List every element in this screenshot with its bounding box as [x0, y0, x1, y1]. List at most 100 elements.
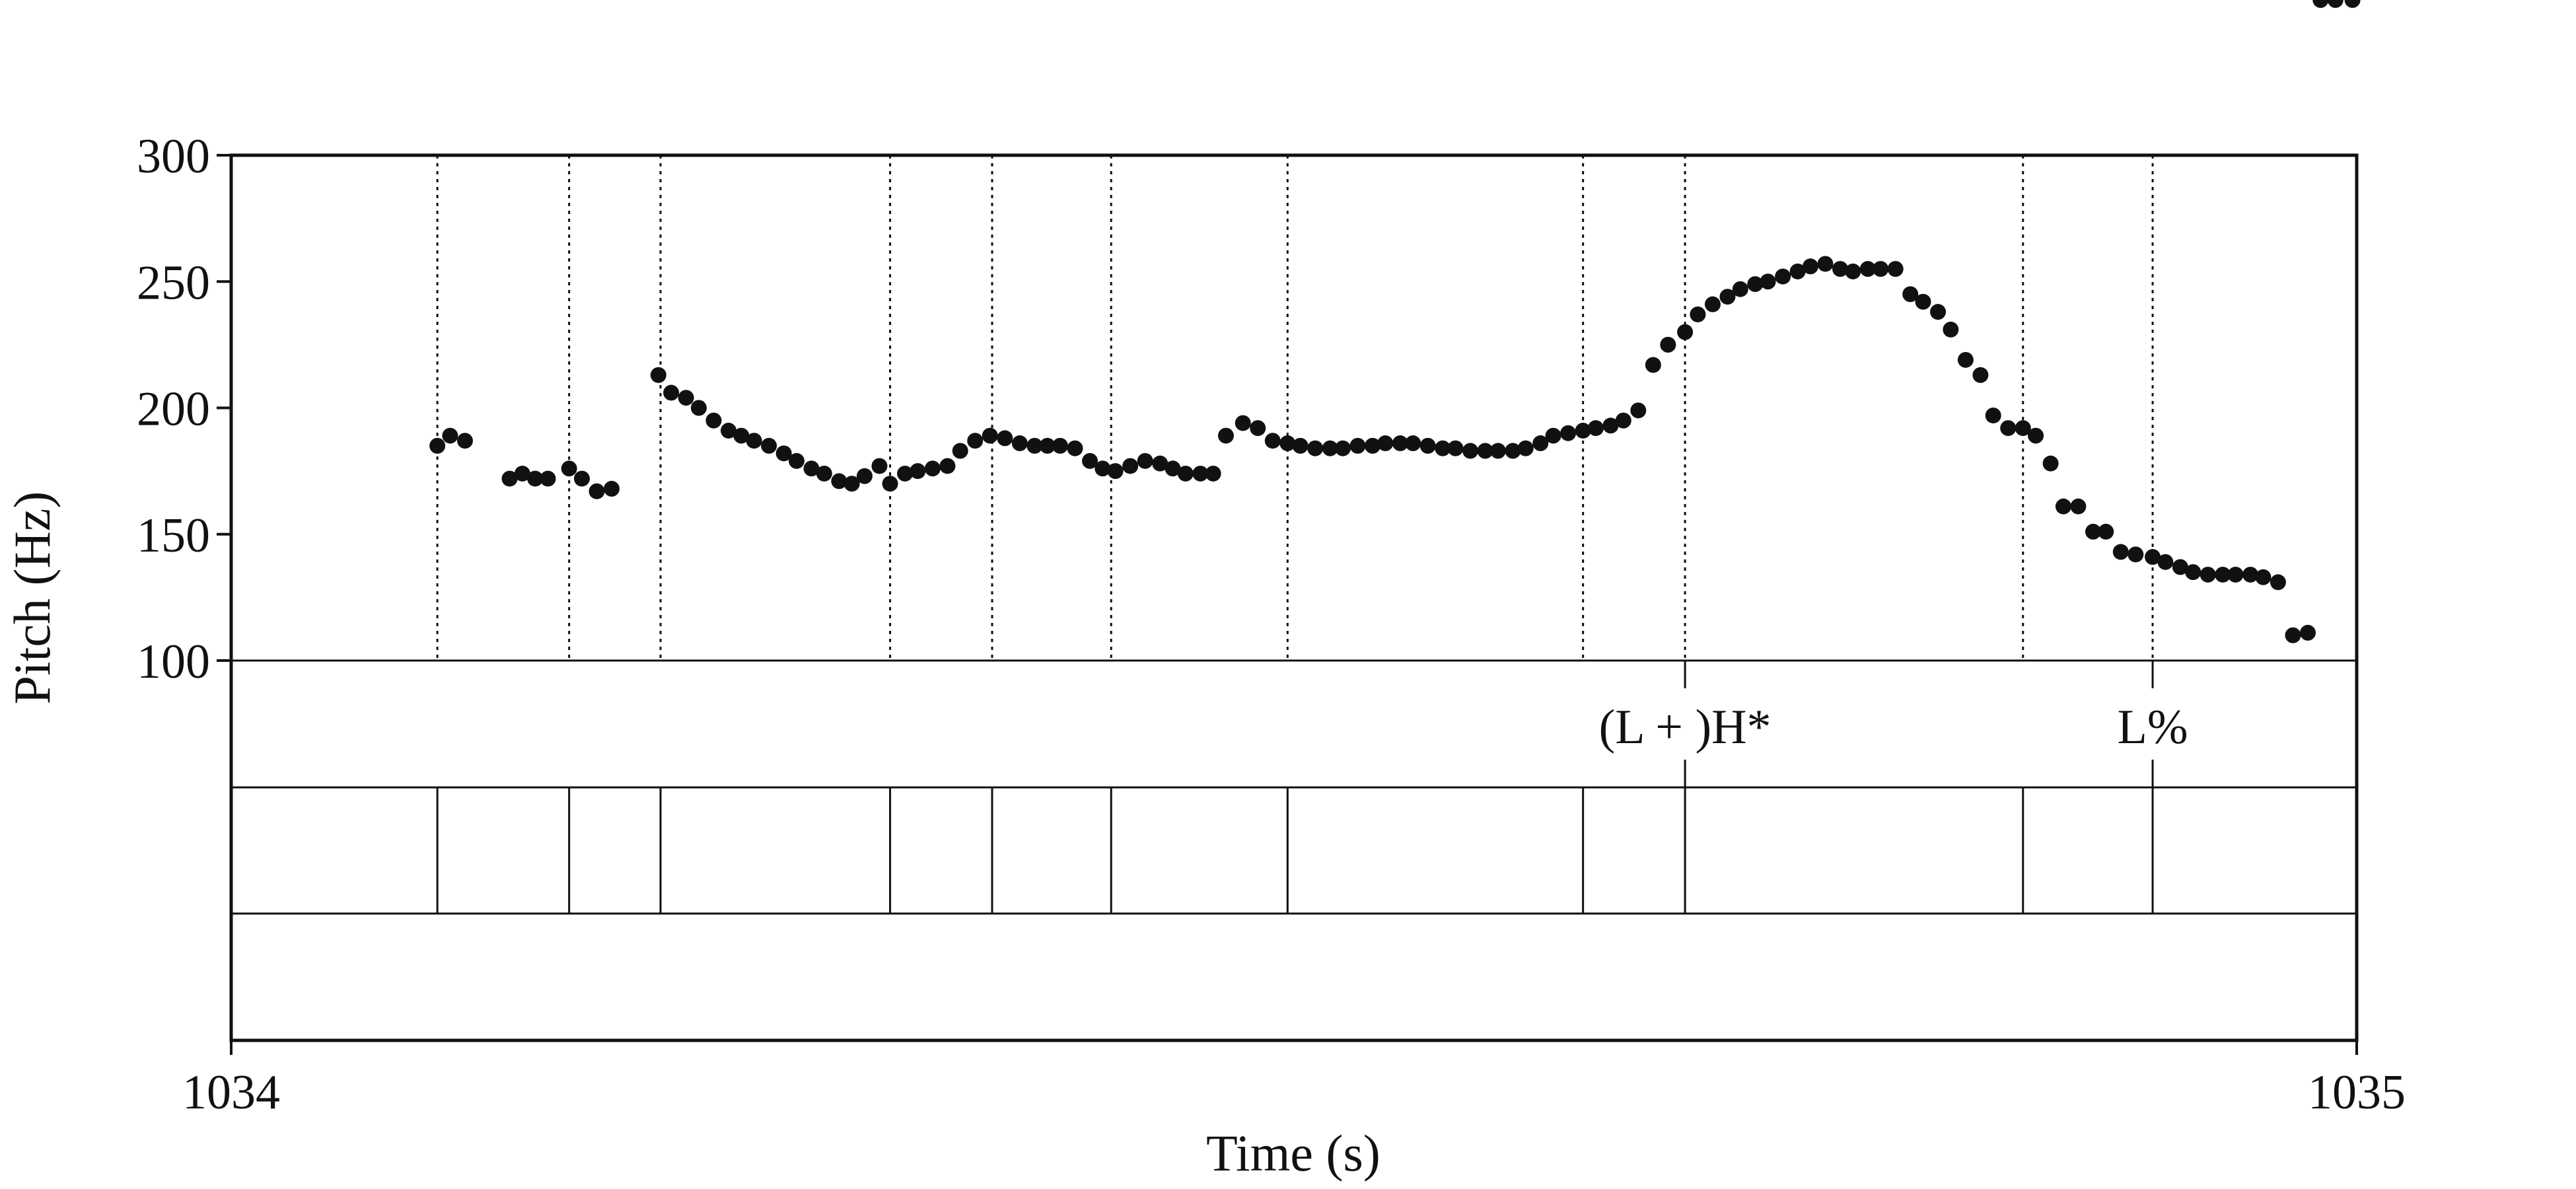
pitch-point — [1462, 443, 1478, 459]
pitch-point — [746, 433, 762, 449]
pitch-point — [789, 453, 805, 469]
pitch-point — [1930, 304, 1946, 320]
pitch-point — [1335, 441, 1351, 456]
tone-label: L% — [2118, 700, 2188, 754]
pitch-point — [2312, 0, 2328, 8]
pitch-point — [2056, 499, 2071, 515]
pitch-point — [574, 471, 590, 487]
pitch-point — [952, 443, 968, 459]
x-tick-label: 1035 — [2308, 1065, 2406, 1120]
pitch-point — [2328, 0, 2343, 8]
pitch-point — [1645, 357, 1661, 373]
pitch-point — [816, 466, 832, 482]
pitch-point — [651, 367, 666, 383]
x-axis: 1034 1035 — [182, 1040, 2406, 1120]
pitch-point — [1775, 269, 1791, 285]
y-axis-label: Pitch (Hz) — [3, 491, 61, 705]
pitch-point — [1448, 441, 1464, 456]
pitch-point — [1490, 443, 1506, 459]
x-tick-label: 1034 — [182, 1065, 280, 1120]
pitch-point — [925, 460, 941, 476]
plot-frame — [231, 155, 2357, 1040]
pitch-point — [2098, 524, 2114, 540]
pitch-point — [2043, 456, 2059, 472]
pitch-points — [429, 0, 2360, 643]
pitch-point — [589, 484, 604, 499]
pitch-point — [1178, 466, 1194, 482]
pitch-point — [939, 458, 955, 474]
pitch-point — [1350, 438, 1366, 454]
pitch-point — [1137, 453, 1153, 469]
y-axis: 100 150 200 250 300 — [137, 129, 231, 689]
pitch-point — [2270, 574, 2286, 590]
pitch-point — [1677, 324, 1693, 340]
pitch-point — [2000, 420, 2016, 436]
pitch-point — [1518, 441, 1534, 456]
pitch-point — [1293, 438, 1308, 454]
pitch-point — [1108, 463, 1124, 479]
pitch-point — [997, 430, 1013, 446]
pitch-point — [1265, 433, 1281, 449]
segment-ticks — [437, 787, 2153, 914]
pitch-point — [1405, 435, 1421, 451]
tone-labels: (L + )H* L% — [1599, 700, 2188, 754]
pitch-point — [2200, 567, 2216, 583]
pitch-point — [2157, 554, 2173, 570]
pitch-point — [540, 471, 555, 487]
pitch-point — [1972, 367, 1988, 383]
pitch-point — [2028, 428, 2044, 444]
pitch-point — [1733, 281, 1748, 297]
pitch-point — [1803, 258, 1818, 274]
pitch-point — [1705, 297, 1721, 312]
pitch-point — [1845, 264, 1861, 279]
pitch-point — [1205, 466, 1221, 482]
pitch-point — [2285, 628, 2301, 643]
pitch-point — [1818, 256, 1834, 271]
pitch-point — [561, 460, 577, 476]
pitch-point — [1588, 420, 1604, 436]
pitch-point — [1218, 428, 1234, 444]
y-tick-label: 100 — [137, 635, 210, 689]
pitch-point — [2300, 625, 2316, 641]
pitch-point — [1690, 306, 1705, 322]
pitch-point — [1250, 420, 1266, 436]
pitch-point — [2185, 564, 2201, 580]
pitch-point — [882, 476, 898, 491]
pitch-point — [1067, 441, 1083, 456]
pitch-point — [1888, 261, 1904, 277]
pitch-point — [1420, 438, 1436, 454]
y-tick-label: 200 — [137, 382, 210, 437]
pitch-point — [871, 458, 887, 474]
pitch-point — [1630, 402, 1646, 418]
pitch-point — [457, 433, 473, 449]
pitch-point — [691, 400, 707, 416]
pitch-point — [982, 428, 998, 444]
pitch-point — [761, 438, 777, 454]
pitch-point — [2128, 546, 2143, 562]
pitch-point — [1958, 352, 1974, 368]
pitch-point — [1052, 438, 1068, 454]
y-tick-label: 150 — [137, 509, 210, 563]
pitch-point — [967, 433, 983, 449]
pitch-point — [1760, 273, 1776, 289]
pitch-point — [604, 481, 620, 497]
pitch-point — [1012, 435, 1028, 451]
pitch-point — [678, 390, 694, 406]
pitch-point — [1546, 428, 1561, 444]
pitch-point — [1616, 413, 1631, 429]
y-tick-label: 300 — [137, 129, 210, 184]
pitch-point — [1377, 435, 1393, 451]
pitch-point — [429, 438, 445, 454]
pitch-point — [1873, 261, 1888, 277]
pitch-point — [857, 468, 873, 484]
pitch-point — [2113, 544, 2129, 560]
pitch-point — [2070, 499, 2086, 515]
pitch-point — [442, 428, 458, 444]
pitch-point — [1915, 294, 1931, 310]
x-axis-label: Time (s) — [1206, 1124, 1380, 1182]
pitch-point — [1560, 425, 1576, 441]
y-tick-label: 250 — [137, 256, 210, 310]
pitch-point — [705, 413, 721, 429]
pitch-point — [1660, 337, 1676, 353]
